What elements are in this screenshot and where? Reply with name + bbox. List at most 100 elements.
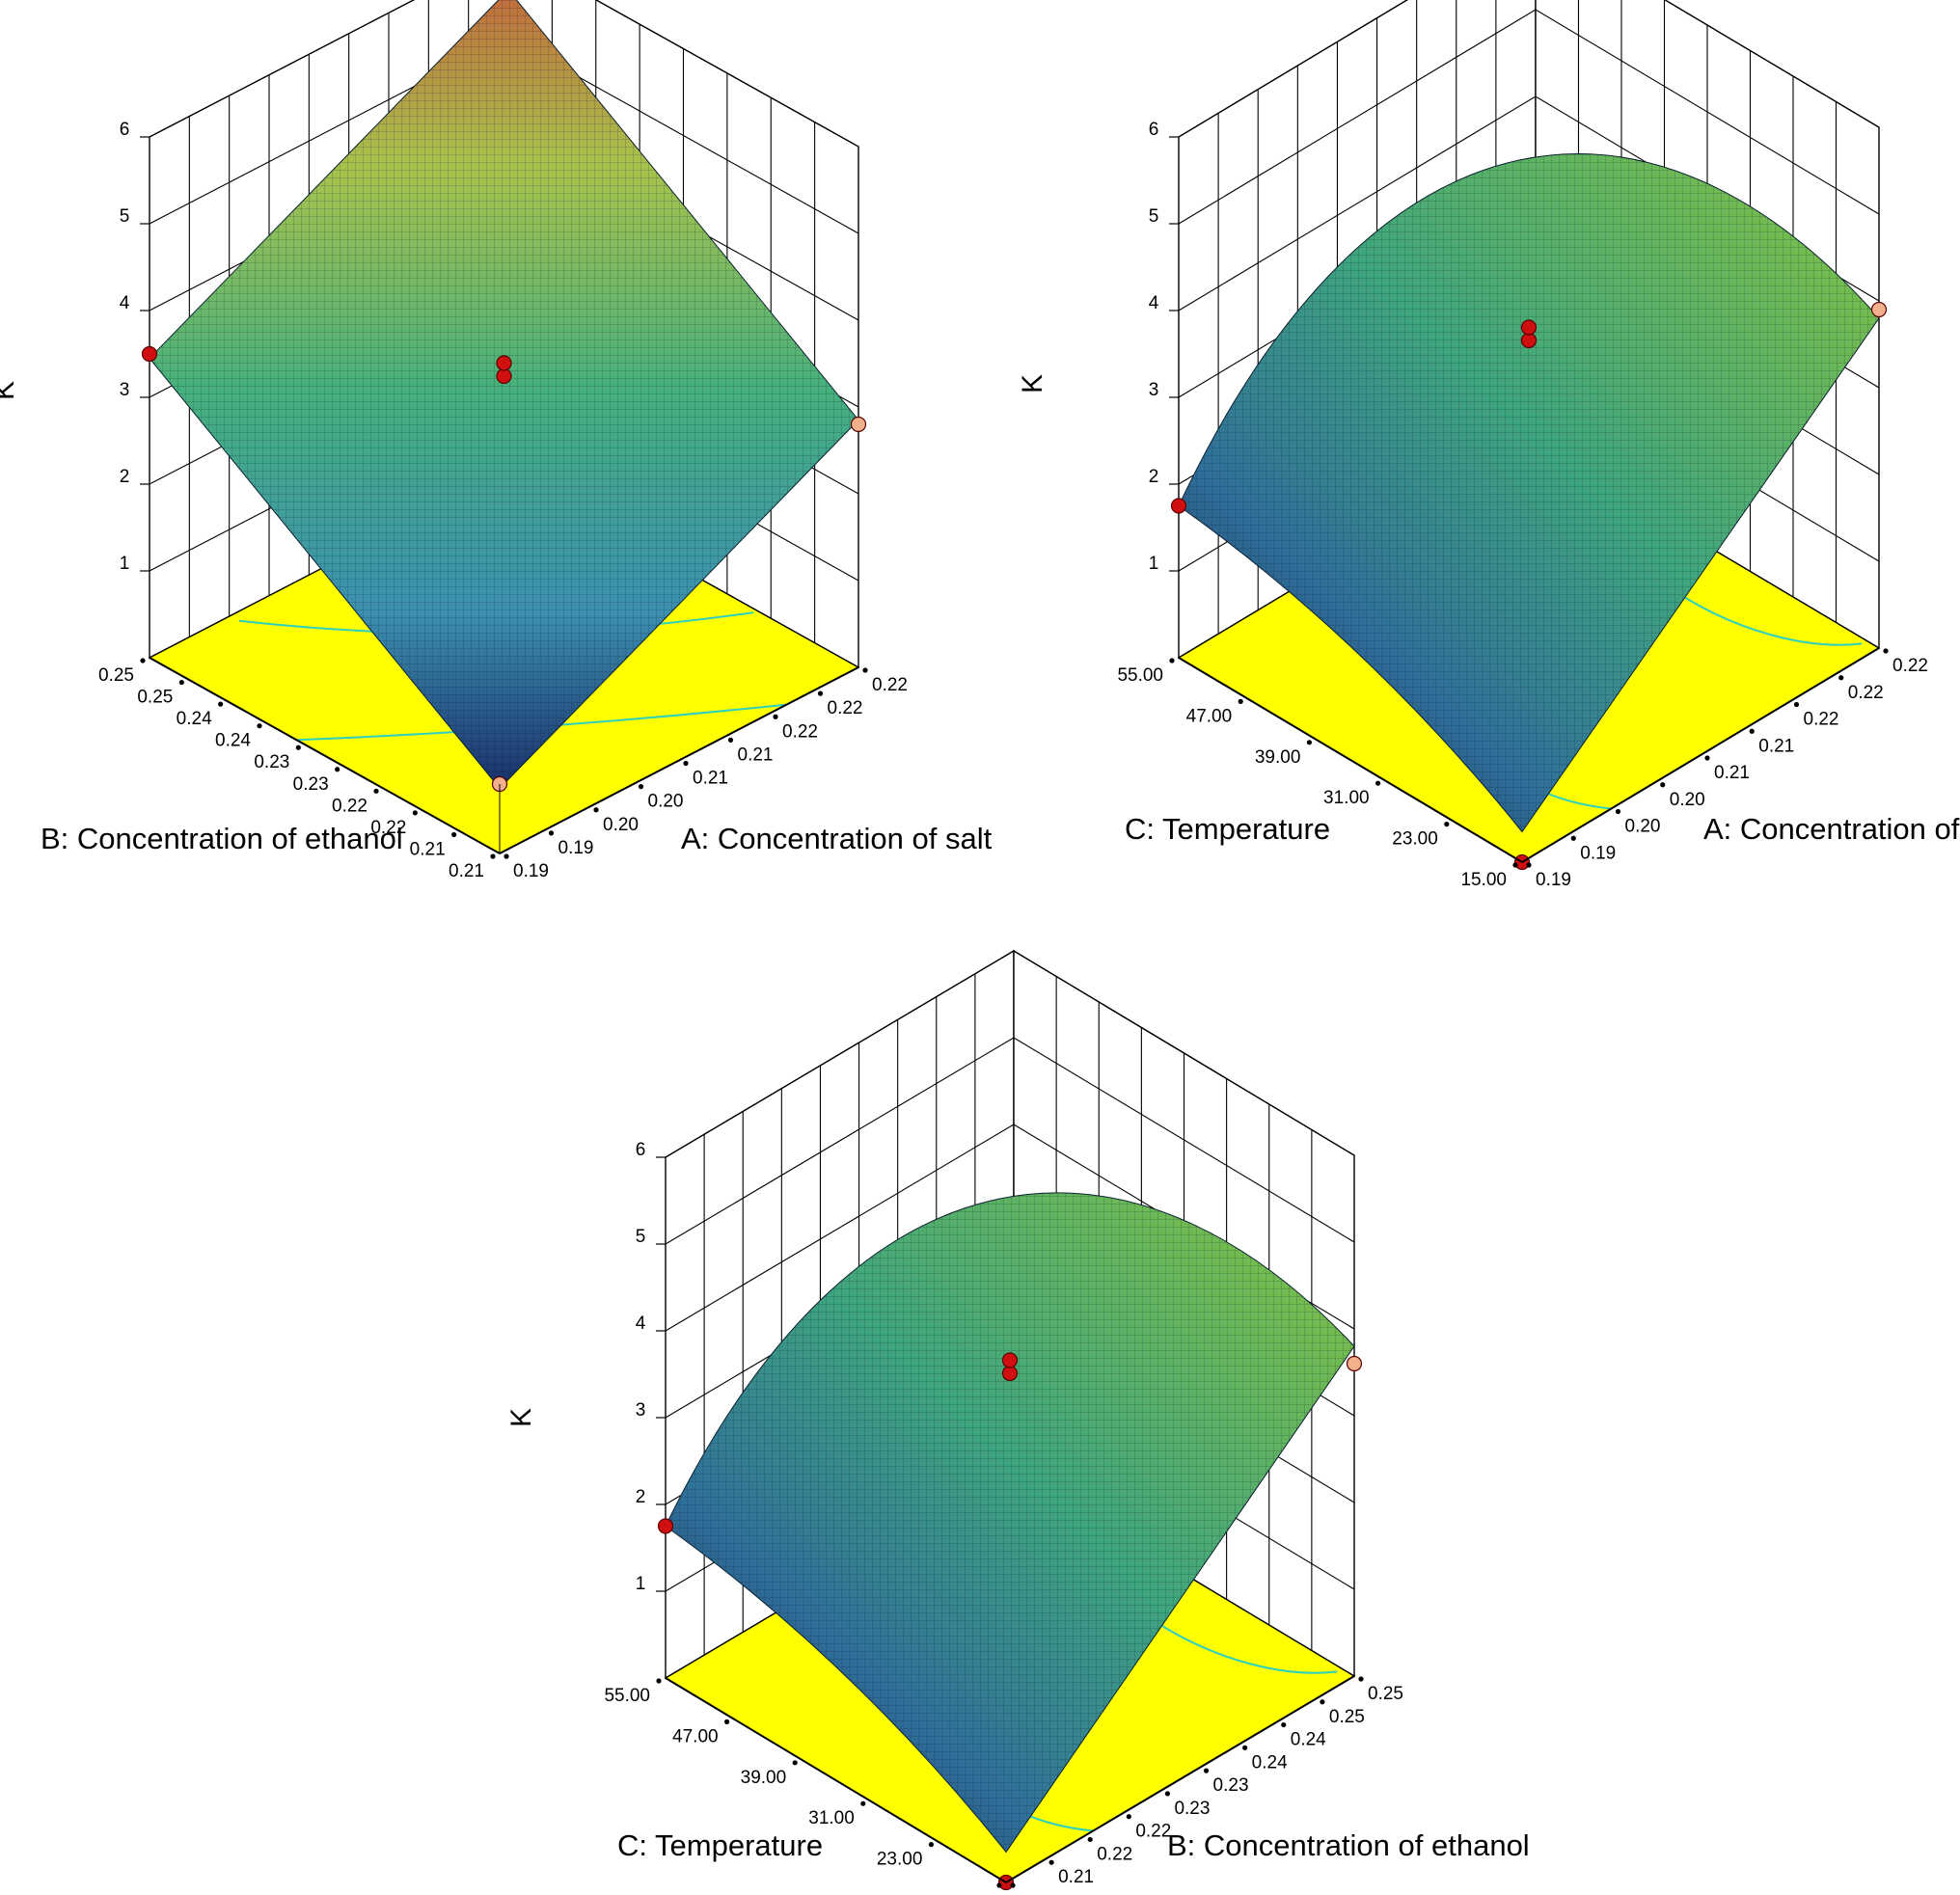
x-tick-mark <box>1126 1814 1131 1820</box>
x-tick-label: 0.19 <box>1580 843 1616 863</box>
x-tick-label: 0.24 <box>1252 1752 1288 1773</box>
z-tick-label: 6 <box>636 1140 646 1160</box>
x-tick-label: 0.23 <box>1174 1799 1210 1819</box>
y-tick-mark <box>335 767 340 772</box>
x-tick-mark <box>1203 1768 1210 1773</box>
x-tick-mark <box>1242 1745 1248 1750</box>
x-axis-label: B: Concentration of ethanol <box>1167 1828 1530 1862</box>
y-tick-mark <box>1375 780 1381 786</box>
x-tick-mark <box>1087 1836 1093 1843</box>
y-tick-label: 0.25 <box>98 665 134 686</box>
y-tick-mark <box>451 831 457 838</box>
z-tick-label: 1 <box>120 554 130 574</box>
x-tick-mark <box>862 667 868 673</box>
x-tick-label: 0.24 <box>1291 1730 1326 1750</box>
y-tick-label: 0.25 <box>137 688 173 708</box>
y-tick-mark <box>928 1842 935 1848</box>
z-tick-label: 4 <box>120 293 130 313</box>
x-tick-mark <box>1615 808 1621 815</box>
y-axis-label: B: Concentration of ethanol <box>41 822 403 855</box>
axis-edge-right <box>1521 647 1880 863</box>
y-tick-label: 39.00 <box>741 1768 787 1788</box>
y-tick-label: 23.00 <box>1392 829 1438 850</box>
axis-edge-left <box>149 657 501 854</box>
design-point <box>1520 319 1538 336</box>
plot-panel-3: 12345615.0023.0031.0039.0047.0055.000.21… <box>505 949 1530 1895</box>
x-tick-mark <box>1320 1699 1325 1705</box>
y-tick-label: 55.00 <box>604 1686 650 1706</box>
design-point <box>496 367 512 385</box>
y-tick-mark <box>1169 658 1175 663</box>
axis-edge-left <box>1178 657 1523 863</box>
x-tick-mark <box>727 737 734 743</box>
y-axis-label: C: Temperature <box>1125 812 1330 846</box>
y-tick-label: 55.00 <box>1117 665 1163 686</box>
x-tick-label: 0.25 <box>1368 1684 1403 1704</box>
x-tick-label: 0.21 <box>693 769 728 789</box>
x-tick-label: 0.21 <box>1714 763 1750 783</box>
y-tick-label: 31.00 <box>1323 788 1370 808</box>
design-point <box>1520 332 1538 349</box>
z-tick-label: 3 <box>120 380 130 400</box>
y-tick-label: 0.22 <box>332 796 368 816</box>
z-tick-label: 2 <box>636 1487 646 1507</box>
y-tick-mark <box>792 1760 798 1766</box>
y-tick-label: 23.00 <box>877 1850 923 1870</box>
x-tick-label: 0.22 <box>1135 1822 1171 1842</box>
x-tick-mark <box>773 714 778 719</box>
z-tick-label: 2 <box>1149 467 1159 487</box>
axis-edge-left <box>665 1677 1007 1883</box>
z-tick-label: 6 <box>1149 120 1159 140</box>
z-tick-label: 1 <box>636 1574 646 1594</box>
response-surface-mesh <box>150 0 858 789</box>
z-tick-label: 4 <box>1149 293 1159 313</box>
z-tick-label: 2 <box>120 467 130 487</box>
plot-panel-1: 1234560.210.210.220.220.230.230.240.240.… <box>0 0 993 881</box>
x-tick-mark <box>548 830 555 836</box>
x-tick-mark <box>593 807 599 813</box>
z-axis-label: K <box>0 381 20 400</box>
y-tick-label: 15.00 <box>1460 870 1507 890</box>
y-tick-label: 0.23 <box>293 774 329 795</box>
x-tick-label: 0.19 <box>1536 870 1571 890</box>
x-axis-label: A: Concentration of salt <box>681 822 993 855</box>
z-tick-label: 3 <box>636 1400 646 1421</box>
x-tick-mark <box>1048 1859 1054 1865</box>
y-tick-label: 0.23 <box>254 752 289 772</box>
axis-edge-right <box>1005 1675 1355 1883</box>
z-axis-label: K <box>1017 374 1048 393</box>
y-tick-mark <box>656 1678 662 1684</box>
y-tick-mark <box>724 1719 730 1724</box>
x-tick-mark <box>1281 1721 1287 1728</box>
x-tick-label: 0.22 <box>828 698 863 718</box>
y-tick-label: 47.00 <box>1186 706 1233 726</box>
y-tick-label: 0.21 <box>449 861 484 881</box>
x-tick-label: 0.20 <box>603 815 639 835</box>
x-tick-label: 0.21 <box>1758 736 1794 756</box>
y-tick-label: 31.00 <box>808 1808 855 1828</box>
design-point <box>1170 498 1187 514</box>
y-tick-mark <box>295 744 301 750</box>
z-tick-label: 1 <box>1149 554 1159 574</box>
y-tick-label: 0.24 <box>215 731 251 751</box>
z-tick-label: 5 <box>636 1227 646 1247</box>
y-tick-mark <box>373 788 379 794</box>
y-tick-label: 0.21 <box>410 839 446 859</box>
design-point <box>1870 301 1888 318</box>
design-point <box>657 1518 674 1534</box>
x-axis-label: A: Concentration of salt <box>1703 812 1960 846</box>
x-tick-label: 0.22 <box>1097 1844 1132 1864</box>
x-tick-mark <box>1660 782 1666 788</box>
x-tick-label: 0.22 <box>1848 683 1884 703</box>
y-tick-mark <box>140 658 146 663</box>
x-tick-label: 0.22 <box>782 721 818 742</box>
x-tick-label: 0.23 <box>1213 1775 1249 1796</box>
x-tick-label: 0.19 <box>558 838 594 858</box>
z-tick-label: 5 <box>1149 206 1159 227</box>
y-axis-label: C: Temperature <box>617 1828 823 1862</box>
x-tick-label: 0.25 <box>1329 1707 1365 1727</box>
x-tick-mark <box>1749 728 1755 734</box>
y-tick-mark <box>412 810 418 816</box>
